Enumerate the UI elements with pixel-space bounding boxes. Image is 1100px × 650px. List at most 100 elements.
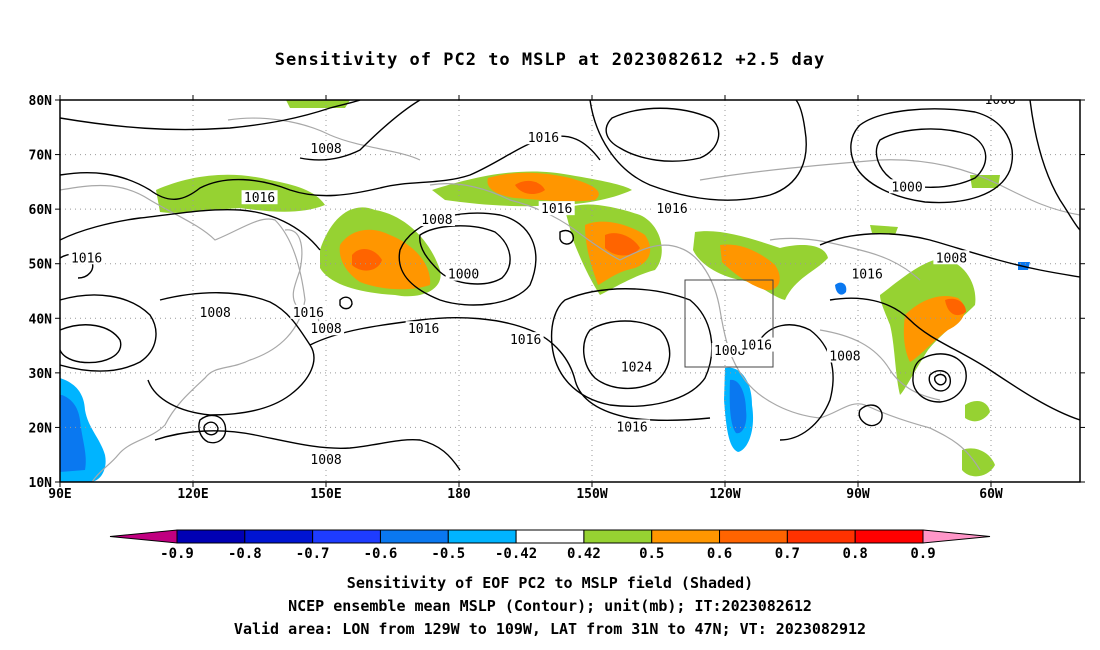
- contour-label-bg: [654, 201, 690, 216]
- colorbar-swatch: [312, 529, 381, 544]
- map-title: Sensitivity of PC2 to MSLP at 2023082612…: [274, 50, 826, 70]
- lon-label: 120W: [709, 487, 740, 502]
- contour-label-bg: [849, 266, 886, 281]
- colorbar-tick-label: -0.42: [495, 546, 537, 562]
- contour-label-bg: [445, 266, 482, 281]
- contour-label-bg: [308, 452, 345, 467]
- contour-label: 1016: [851, 268, 882, 283]
- contour-label-bg: [197, 304, 234, 319]
- contour-label: 1016: [656, 202, 687, 217]
- contour-label-bg: [68, 250, 105, 265]
- contour-label: 1016: [741, 339, 772, 354]
- lon-label: 150W: [576, 487, 607, 502]
- sensitivity-shading: [60, 100, 1030, 482]
- contour-label-bg: [889, 179, 926, 194]
- contour-label-bg: [308, 321, 345, 336]
- colorbar-tick-label: -0.9: [160, 546, 194, 562]
- lon-label: 180: [447, 487, 471, 502]
- caption-line-2: NCEP ensemble mean MSLP (Contour); unit(…: [288, 597, 812, 615]
- contour-label-bg: [982, 100, 1019, 106]
- lon-label: 90W: [846, 487, 870, 502]
- colorbar: [109, 529, 991, 544]
- contour-label-bg: [405, 321, 442, 336]
- contour-label: 1016: [510, 333, 541, 348]
- contour-label-bg: [241, 190, 278, 205]
- lat-label: 60N: [29, 203, 53, 218]
- lon-label: 90E: [48, 487, 71, 502]
- contour-label-bg: [826, 348, 863, 363]
- map-frame: [59, 99, 1081, 483]
- contour-label-bg: [525, 130, 562, 145]
- contour-label: 1016: [616, 420, 647, 435]
- colorbar-low-extend: [109, 529, 178, 544]
- colorbar-swatch: [176, 529, 246, 544]
- contour-label: 1000: [891, 180, 922, 195]
- contour-label-bg: [618, 359, 655, 374]
- contour-label: 1008: [936, 251, 967, 266]
- colorbar-tick-label: -0.6: [364, 546, 398, 562]
- lat-axis: 80N 70N 60N 50N 40N 30N 20N 10N: [29, 94, 53, 491]
- contour-label-bg: [933, 250, 970, 265]
- colorbar-tick-label: -0.7: [296, 546, 330, 562]
- contour-label-bg: [308, 141, 345, 156]
- colorbar-high-extend: [922, 529, 991, 544]
- contour-label: 1008: [714, 344, 745, 359]
- colorbar-tick-label: -0.8: [228, 546, 262, 562]
- contour-label-bg: [290, 304, 327, 319]
- contour-label: 1016: [408, 322, 439, 337]
- colorbar-swatch: [651, 529, 721, 544]
- lon-label: 120E: [177, 487, 208, 502]
- contour-label: 1008: [200, 306, 231, 321]
- contour-label: 1008: [310, 322, 341, 337]
- valid-area-box: [684, 279, 774, 368]
- contour-label: 1024: [621, 360, 652, 375]
- lon-axis: 90E 120E 150E 180 150W 120W 90W 60W: [48, 487, 1003, 502]
- contour-label: 1016: [293, 306, 324, 321]
- colorbar-swatch: [854, 529, 924, 544]
- contour-label: 1016: [71, 251, 102, 266]
- colorbar-tick-label: 0.42: [567, 546, 601, 562]
- colorbar-tick-label: -0.5: [431, 546, 465, 562]
- map-gridlines: [60, 100, 1080, 482]
- lon-label: 60W: [979, 487, 1003, 502]
- contour-label: 1016: [528, 131, 559, 146]
- colorbar-tick-label: 0.5: [639, 546, 664, 562]
- colorbar-swatch: [379, 529, 449, 544]
- colorbar-swatch: [515, 529, 585, 544]
- lat-label: 20N: [29, 421, 53, 436]
- colorbar-swatch: [244, 529, 314, 544]
- colorbar-swatch: [719, 529, 788, 544]
- contour-label-bg: [507, 332, 544, 347]
- lat-label: 30N: [29, 367, 53, 382]
- contour-label-bg: [738, 337, 775, 352]
- lon-label: 150E: [310, 487, 341, 502]
- caption-line-1: Sensitivity of EOF PC2 to MSLP field (Sh…: [346, 574, 754, 592]
- lat-label: 40N: [29, 312, 53, 327]
- lat-label: 80N: [29, 94, 53, 109]
- colorbar-swatch: [447, 529, 517, 544]
- axis-ticks: [55, 95, 1085, 487]
- contour-label: 1008: [421, 213, 452, 228]
- colorbar-tick-label: 0.8: [843, 546, 868, 562]
- lat-label: 10N: [29, 476, 53, 491]
- contour-label: 1016: [244, 191, 275, 206]
- contour-label: 1008: [829, 349, 860, 364]
- colorbar-swatch: [786, 529, 856, 544]
- contour-label-bg: [418, 212, 455, 227]
- caption-line-3: Valid area: LON from 129W to 109W, LAT f…: [233, 620, 867, 638]
- colorbar-tick-label: 0.9: [910, 546, 935, 562]
- contour-label-bg: [538, 201, 575, 216]
- lat-label: 70N: [29, 149, 53, 164]
- colorbar-labels: -0.9 -0.8 -0.7 -0.6 -0.5 -0.42 0.42 0.5 0.6 0.7 0.…: [160, 546, 936, 562]
- contour-label: 1008: [310, 453, 341, 468]
- colorbar-tick-label: 0.7: [775, 546, 800, 562]
- lat-label: 50N: [29, 258, 53, 273]
- contour-label: 1016: [541, 202, 572, 217]
- colorbar-tick-label: 0.6: [707, 546, 732, 562]
- contour-label: 1008: [310, 142, 341, 157]
- contour-label: 1000: [448, 268, 479, 283]
- colorbar-swatch: [583, 529, 653, 544]
